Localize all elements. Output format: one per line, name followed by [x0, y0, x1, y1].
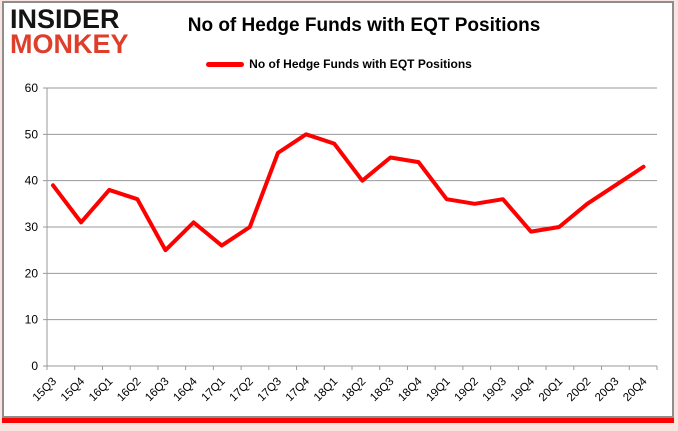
x-axis-label: 20Q2 [565, 376, 593, 404]
x-axis-label: 19Q4 [509, 375, 538, 404]
series-line [51, 132, 646, 253]
x-axis-label: 17Q2 [228, 376, 256, 404]
x-axis-label: 20Q3 [593, 376, 621, 404]
chart-panel [2, 1, 674, 418]
logo-line-monkey: MONKEY [10, 28, 129, 59]
y-axis-label: 30 [25, 220, 39, 234]
x-axis-label: 15Q3 [31, 376, 59, 404]
x-axis-label: 17Q3 [256, 376, 284, 404]
x-axis-label: 19Q1 [424, 376, 452, 404]
legend-line-swatch [206, 61, 245, 67]
x-axis-label: 19Q2 [453, 376, 481, 404]
x-axis-label: 17Q4 [284, 375, 313, 404]
y-axis-label: 50 [25, 127, 39, 141]
chart-title: No of Hedge Funds with EQT Positions [187, 15, 541, 36]
bottom-red-bar [2, 418, 674, 423]
legend-label: No of Hedge Funds with EQT Positions [249, 57, 472, 71]
logo-line-insider: INSIDER [10, 4, 120, 34]
x-axis-label: 18Q4 [396, 375, 425, 404]
x-axis-label: 16Q3 [143, 376, 171, 404]
x-axis-label: 18Q2 [340, 376, 368, 404]
x-axis-label: 17Q1 [199, 376, 227, 404]
insider-monkey-logo: INSIDER MONKEY [10, 4, 129, 59]
x-axis-label: 18Q3 [368, 376, 396, 404]
x-axis-label: 16Q2 [115, 376, 143, 404]
chart-legend: No of Hedge Funds with EQT Positions [0, 57, 678, 71]
x-axis-label: 15Q4 [59, 375, 88, 404]
x-axis-label: 18Q1 [312, 376, 340, 404]
x-axis-label: 20Q1 [537, 376, 565, 404]
x-axis-label: 19Q3 [481, 376, 509, 404]
y-axis-label: 60 [25, 81, 39, 95]
y-axis-label: 0 [31, 359, 38, 373]
x-axis-label: 20Q4 [621, 375, 650, 404]
y-axis-label: 10 [25, 313, 39, 327]
x-axis-label: 16Q4 [171, 375, 200, 404]
y-axis-label: 20 [25, 266, 39, 280]
y-axis-label: 40 [25, 174, 39, 188]
x-axis-label: 16Q1 [87, 376, 115, 404]
